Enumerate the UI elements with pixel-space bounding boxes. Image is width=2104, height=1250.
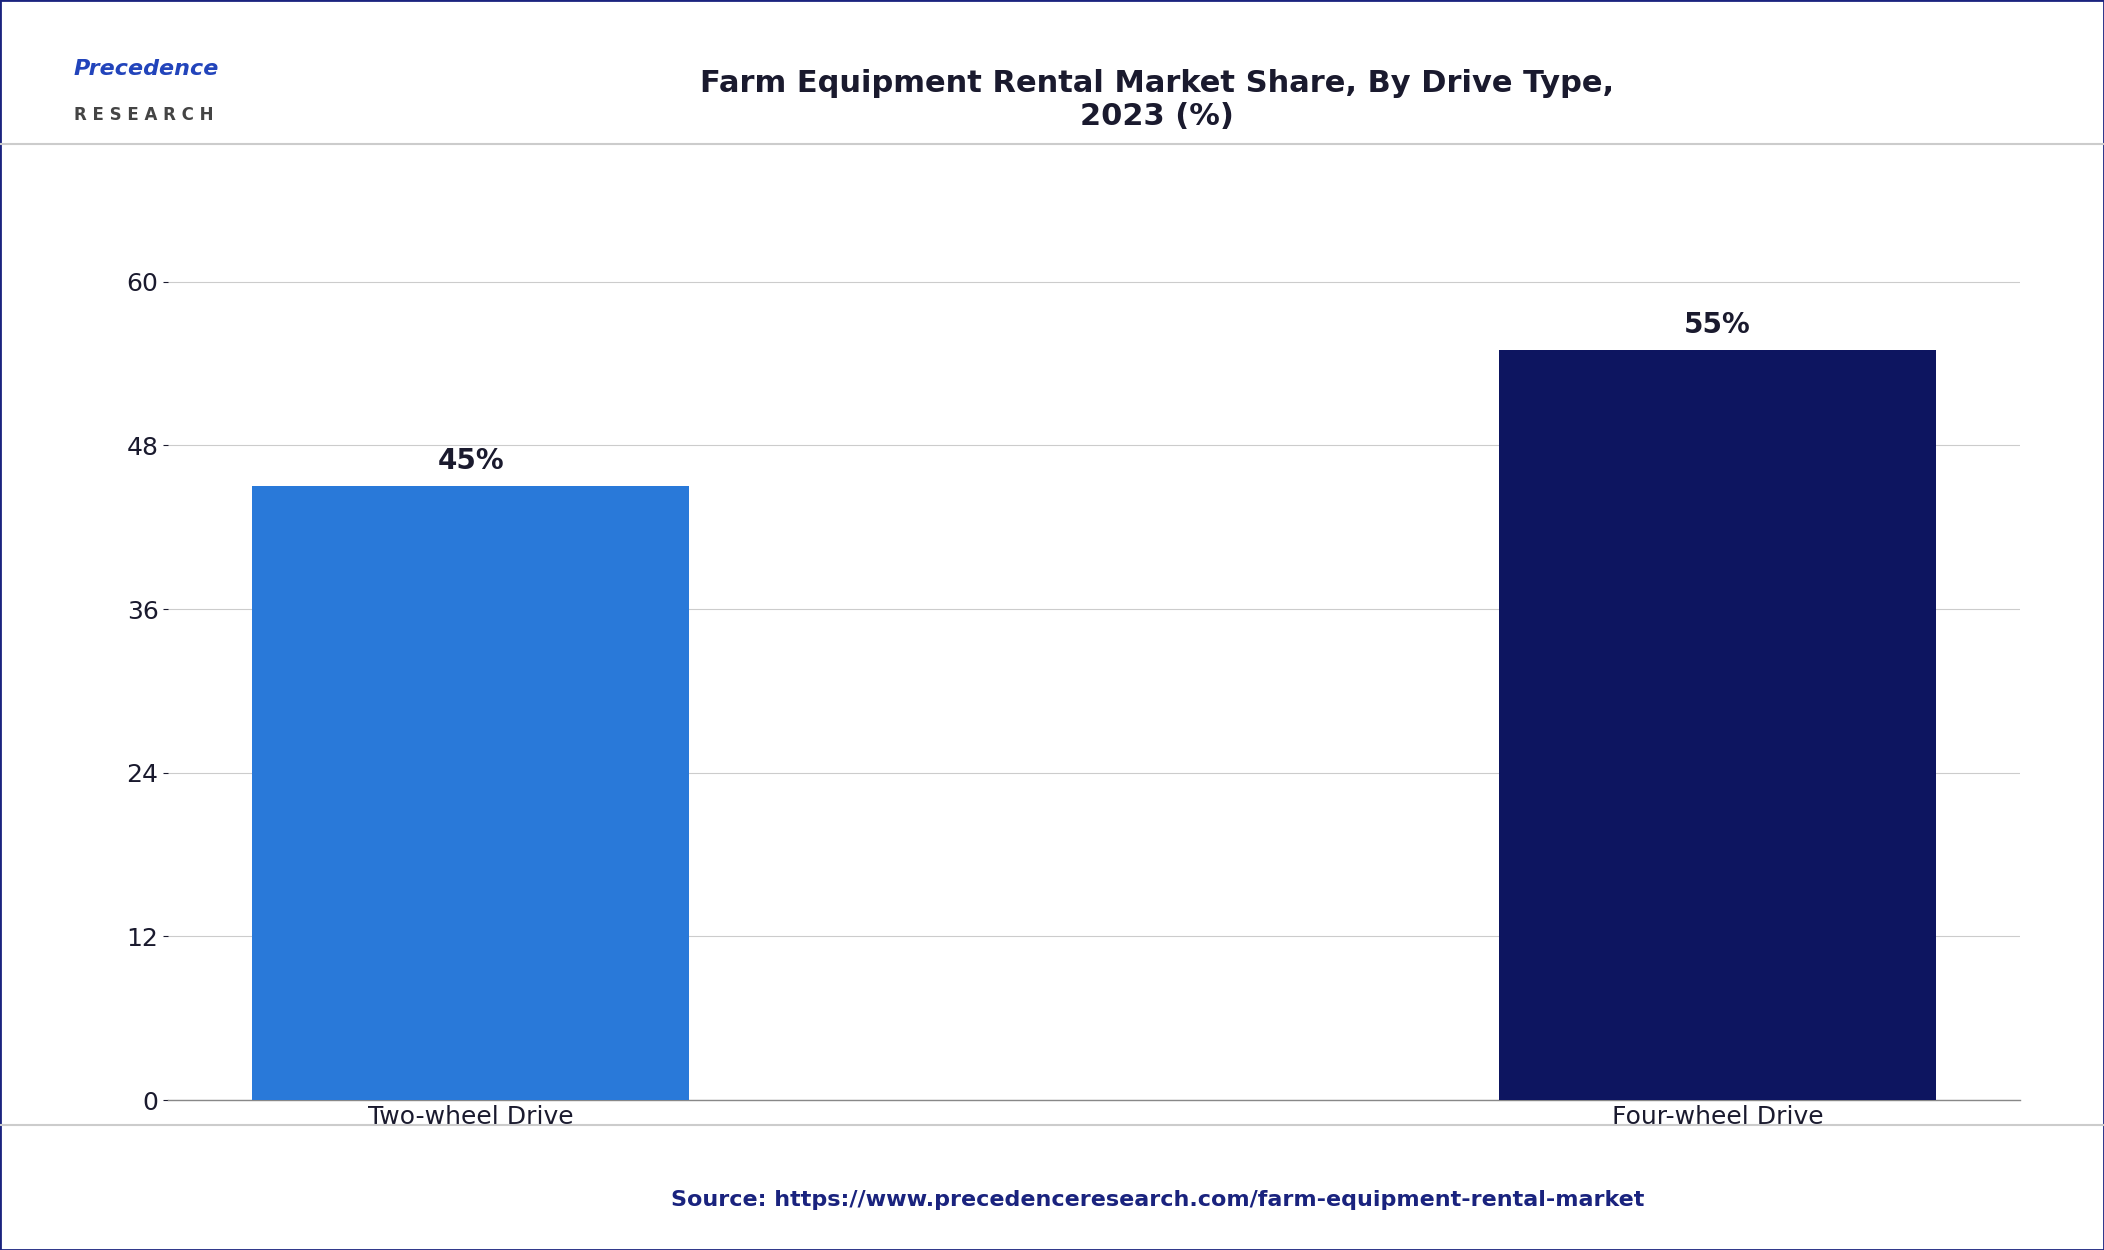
Bar: [252, 486, 688, 1100]
Text: R E S E A R C H: R E S E A R C H: [74, 106, 213, 124]
Text: Precedence: Precedence: [74, 59, 219, 79]
Text: Source: https://www.precedenceresearch.com/farm-equipment-rental-market: Source: https://www.precedenceresearch.c…: [671, 1190, 1643, 1210]
Bar: [1500, 350, 1936, 1100]
Text: 55%: 55%: [1683, 311, 1751, 339]
Text: 45%: 45%: [438, 448, 505, 475]
Text: Farm Equipment Rental Market Share, By Drive Type,
2023 (%): Farm Equipment Rental Market Share, By D…: [701, 69, 1614, 131]
